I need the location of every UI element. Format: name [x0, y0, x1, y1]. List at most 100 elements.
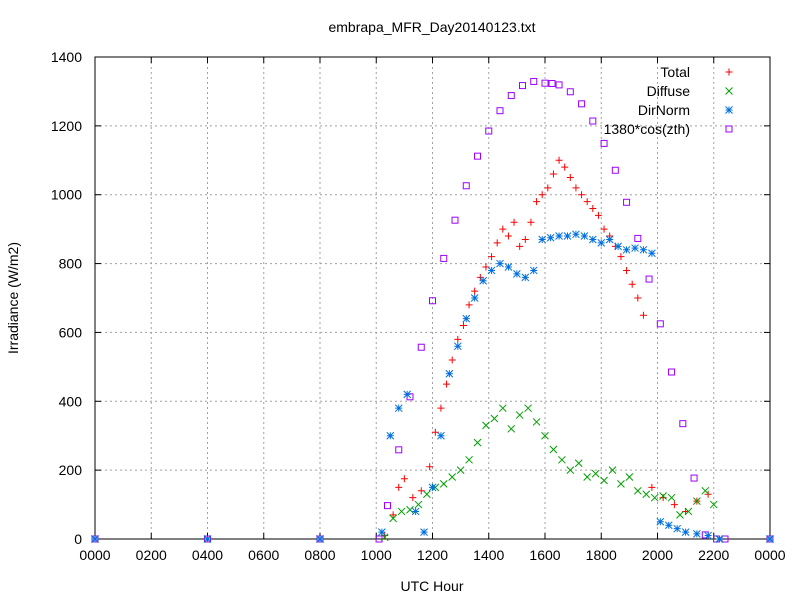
- data-point: [519, 82, 526, 90]
- data-point: [572, 184, 580, 192]
- data-point: [470, 294, 479, 302]
- data-point: [679, 420, 687, 428]
- data-point: [563, 232, 572, 240]
- data-point: [693, 529, 701, 538]
- data-point: [395, 483, 403, 491]
- data-point: [566, 174, 574, 181]
- data-point: [527, 218, 535, 226]
- data-point: [414, 500, 423, 509]
- data-point: [417, 343, 425, 351]
- data-point: [437, 431, 445, 440]
- data-layer: [91, 77, 774, 543]
- data-point: [572, 230, 580, 239]
- data-point: [403, 390, 412, 399]
- data-point: [448, 356, 456, 364]
- data-point: [516, 242, 524, 250]
- data-point: [639, 311, 647, 319]
- data-point: [465, 301, 473, 309]
- data-point: [668, 368, 676, 376]
- data-point: [316, 535, 324, 543]
- x-tick-label: 1800: [586, 547, 617, 563]
- data-point: [634, 234, 642, 242]
- data-point: [605, 235, 614, 244]
- data-point: [766, 535, 774, 543]
- data-point: [634, 294, 642, 302]
- data-point: [566, 466, 575, 474]
- data-point: [443, 380, 451, 388]
- data-point: [474, 152, 481, 160]
- data-point: [650, 493, 659, 502]
- data-point: [558, 455, 566, 464]
- data-point: [465, 455, 473, 464]
- data-point: [411, 507, 420, 516]
- data-point: [462, 182, 470, 190]
- data-point: [704, 531, 712, 540]
- x-tick-label: 0600: [248, 547, 279, 563]
- legend-marker: [725, 68, 733, 76]
- legend-marker: [725, 106, 733, 114]
- data-point: [426, 463, 434, 471]
- data-point: [546, 233, 555, 242]
- data-point: [507, 92, 515, 100]
- data-point: [670, 501, 678, 509]
- data-point: [406, 505, 414, 514]
- data-point: [389, 514, 397, 523]
- data-point: [574, 459, 583, 468]
- data-point: [530, 77, 538, 85]
- x-tick-label: 0200: [136, 547, 167, 563]
- data-point: [600, 139, 608, 147]
- legend: Total Diffuse DirNorm 1380*cos(zth): [604, 64, 733, 137]
- data-point: [623, 198, 631, 206]
- data-point: [611, 166, 619, 174]
- data-point: [578, 100, 586, 108]
- data-point: [600, 225, 608, 233]
- data-point: [538, 235, 547, 244]
- data-point: [91, 535, 99, 543]
- data-point: [673, 524, 682, 533]
- data-point: [437, 404, 445, 412]
- data-point: [589, 204, 597, 212]
- data-point: [561, 163, 569, 171]
- data-point: [496, 107, 504, 115]
- data-point: [384, 502, 391, 510]
- data-point: [594, 211, 602, 219]
- data-point: [499, 225, 507, 233]
- data-point: [538, 191, 546, 199]
- legend-marker: [725, 125, 733, 133]
- data-point: [625, 473, 634, 481]
- data-point: [623, 266, 631, 274]
- y-tick-label: 0: [74, 531, 82, 547]
- data-point: [454, 335, 462, 343]
- data-point: [490, 414, 499, 423]
- data-point: [439, 480, 448, 488]
- y-tick-label: 800: [59, 256, 83, 272]
- data-point: [496, 259, 504, 268]
- data-point: [656, 517, 665, 526]
- chart-title: embrapa_MFR_Day20140123.txt: [328, 19, 535, 35]
- data-point: [462, 314, 471, 323]
- data-point: [631, 244, 639, 252]
- y-tick-label: 200: [59, 462, 83, 478]
- data-point: [659, 492, 667, 500]
- data-point: [521, 235, 529, 243]
- data-point: [485, 127, 493, 135]
- data-point: [423, 490, 431, 499]
- data-point: [684, 507, 693, 516]
- data-point: [589, 117, 597, 125]
- data-point: [498, 404, 507, 413]
- data-point: [597, 239, 606, 247]
- data-point: [701, 486, 710, 495]
- x-axis-label: UTC Hour: [400, 578, 463, 594]
- data-point: [524, 404, 532, 413]
- data-point: [493, 239, 501, 247]
- data-point: [580, 232, 589, 240]
- data-point: [608, 466, 617, 474]
- x-tick-label: 0800: [304, 547, 335, 563]
- data-point: [459, 322, 467, 330]
- data-point: [549, 170, 557, 178]
- data-point: [639, 245, 648, 254]
- data-point: [578, 191, 586, 199]
- data-point: [513, 270, 521, 278]
